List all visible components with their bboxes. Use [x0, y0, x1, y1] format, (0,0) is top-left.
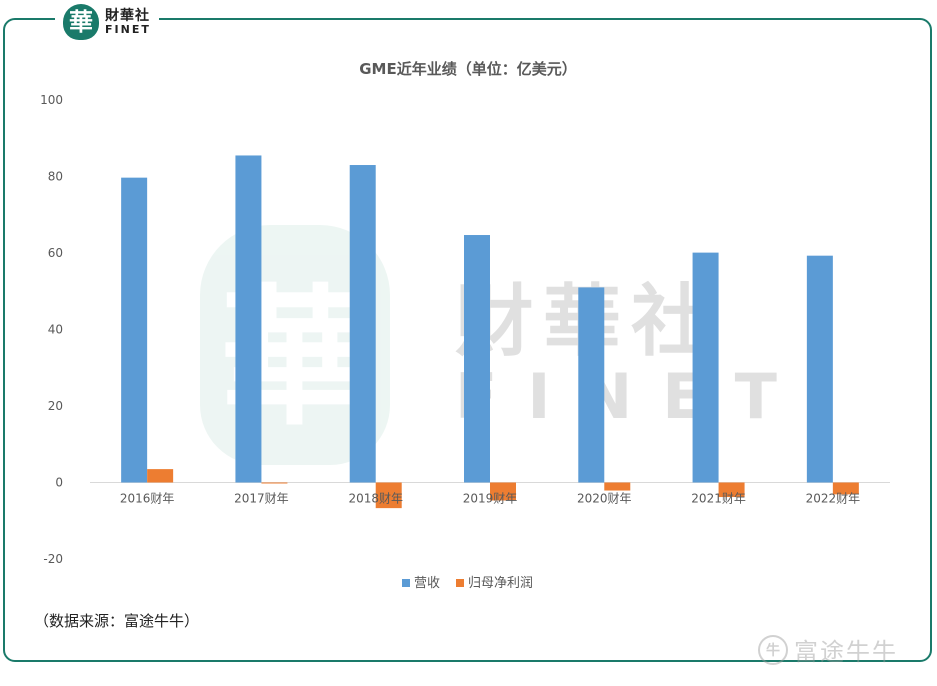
- net-income-bar: [604, 482, 631, 491]
- chart-title: GME近年业绩（单位：亿美元）: [359, 60, 577, 78]
- x-tick-label: 2020财年: [577, 492, 632, 506]
- futu-logo-icon: 牛: [758, 634, 788, 665]
- revenue-bar: [692, 252, 719, 483]
- net-income-bar: [375, 482, 402, 509]
- logo-cn-text: 財華社: [105, 8, 150, 24]
- revenue-bar: [235, 155, 262, 483]
- net-income-bar: [147, 469, 174, 483]
- revenue-net-income-chart: GME近年业绩（单位：亿美元） 100 80 60 40 20 0 -20 2016财年 2017…: [30, 46, 907, 606]
- finet-seal-icon: 華: [63, 4, 99, 40]
- y-tick-label: 20: [48, 399, 63, 413]
- futu-watermark: 牛 富途牛牛: [758, 632, 898, 667]
- y-tick-label: 80: [48, 170, 63, 184]
- legend-label-net-income: 归母净利润: [468, 576, 533, 591]
- y-tick-label: 0: [55, 476, 63, 490]
- revenue-bar: [806, 255, 833, 483]
- legend-label-revenue: 营收: [414, 576, 440, 591]
- revenue-bar: [578, 287, 605, 483]
- net-income-bar: [261, 482, 288, 484]
- legend-swatch-revenue: [402, 579, 410, 587]
- y-tick-label: 60: [48, 246, 63, 260]
- y-tick-label: -20: [43, 552, 63, 566]
- revenue-bar: [121, 177, 148, 483]
- y-tick-label: 100: [40, 93, 63, 107]
- net-income-bar: [832, 482, 859, 495]
- x-tick-label: 2019财年: [463, 492, 518, 506]
- y-tick-label: 40: [48, 323, 63, 337]
- finet-logo: 華 財華社 FINET: [55, 2, 159, 42]
- data-source-note: （数据来源：富途牛牛）: [34, 612, 200, 630]
- x-tick-label: 2018财年: [348, 492, 403, 506]
- legend-swatch-net-income: [456, 579, 464, 587]
- net-income-bar: [718, 482, 745, 498]
- logo-en-text: FINET: [105, 23, 151, 36]
- x-tick-label: 2017财年: [234, 492, 289, 506]
- revenue-bar: [464, 235, 490, 483]
- revenue-bar: [349, 165, 376, 483]
- x-tick-label: 2022财年: [806, 492, 861, 506]
- x-tick-label: 2016财年: [120, 492, 175, 506]
- net-income-bar: [490, 482, 516, 501]
- futu-text: 富途牛牛: [794, 638, 898, 666]
- card-frame: [3, 18, 932, 662]
- x-tick-label: 2021财年: [691, 492, 746, 506]
